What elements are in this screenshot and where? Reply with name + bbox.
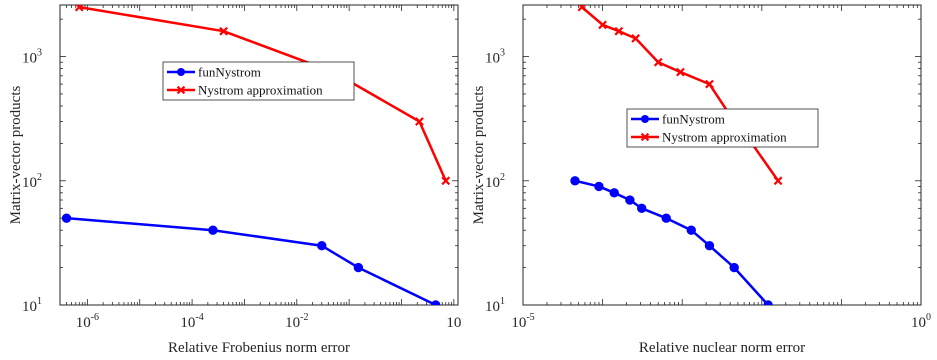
data-point [441,176,451,186]
data-point [219,26,228,36]
x-tick-label: 10 [446,315,461,331]
data-point [609,188,619,198]
data-point [637,203,647,214]
legend: funNystrom Nystrom approximation [626,108,819,148]
data-point [577,5,587,12]
y-tick-label: 102 [22,172,42,191]
minor-ticks [522,5,922,306]
data-point [415,117,424,126]
data-point [676,67,685,77]
plot-area-frame [522,4,922,306]
x-tick-label: 10-5 [511,312,534,331]
y-tick-label: 103 [22,48,42,67]
series-line-1 [574,179,770,305]
data-point [686,225,696,235]
x-tick-label: 100 [911,312,931,331]
x-axis-label: Relative nuclear norm error [639,340,805,356]
data-point [704,241,715,251]
y-axis-label: Matrix-vector products [8,85,24,224]
chart-panel-1: 10-6 10-4 10-2 10 101 102 103 Relative Frobeniu… [8,4,461,356]
legend-box [162,61,355,101]
data-point [614,26,624,36]
y-tick-label: 101 [22,296,42,315]
data-layer [570,5,783,305]
data-point [773,176,783,186]
legend-box [626,108,819,148]
legend-entry-label: funNystrom [198,65,261,80]
minor-ticks [59,5,458,306]
data-point [661,213,671,223]
data-point [594,181,604,192]
series-line-2 [581,6,780,182]
data-point [763,300,773,305]
legend-entry-label: funNystrom [662,112,725,127]
chart-panel-2: 10-5 100 101 102 103 Relative nuclear norm er… [471,4,931,356]
legend-marker [641,115,649,123]
x-tick-label: 10-2 [285,312,308,331]
data-point [598,20,607,30]
y-tick-label: 103 [485,48,505,67]
data-point [61,213,72,223]
data-point [317,241,327,251]
y-tick-label: 102 [485,172,505,191]
x-tick-label: 10-6 [76,312,99,331]
x-axis-label: Relative Frobenius norm error [168,340,350,356]
y-tick-label: 101 [485,296,505,315]
data-layer [61,5,451,305]
plot-area-frame [59,4,459,306]
legend-entry-label: Nystrom approximation [198,83,323,98]
data-point [653,57,663,67]
data-point [74,5,84,12]
data-point [729,262,739,273]
legend-entry-label: Nystrom approximation [662,130,787,145]
y-axis-label: Matrix-vector products [471,85,487,224]
data-point [631,34,641,43]
x-tick-label: 10-4 [180,312,203,331]
series-line-1 [66,216,437,305]
legend-marker [177,68,185,76]
data-point [430,300,441,305]
data-point [353,262,364,273]
legend-marker [640,132,650,142]
data-point [705,79,714,89]
legend: funNystrom Nystrom approximation [162,61,355,101]
data-point [570,176,580,186]
legend-marker [176,85,186,95]
data-point [625,195,635,205]
data-point [208,225,218,235]
